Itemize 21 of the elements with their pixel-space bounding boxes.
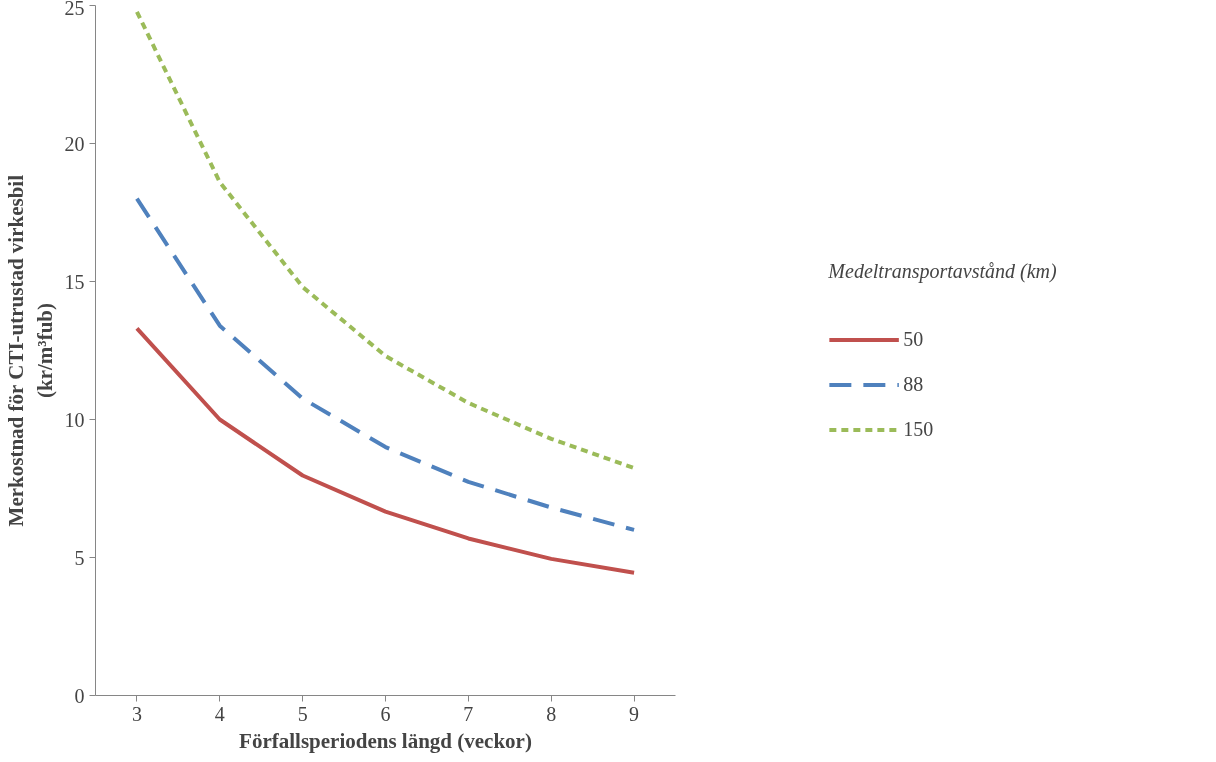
y-tick-label: 5 [74,546,85,569]
y-axis-title: Merkostnad för CTI-utrustad virkesbil (kr/m³fub) [3,174,57,527]
legend-label: 150 [903,417,934,441]
x-tick-label: 6 [380,702,391,725]
y-tick-label: 10 [64,408,85,431]
legend-label: 50 [903,327,924,351]
x-tick-label: 5 [297,702,308,725]
legend-title: Medeltransportavstånd (km) [828,259,1057,283]
x-tick-label: 8 [546,702,557,725]
x-tick-label: 3 [131,702,142,725]
line-series [134,196,637,532]
line-series [134,326,637,575]
x-tick-label: 9 [629,702,640,725]
y-tick-label: 0 [74,684,85,707]
x-axis-title: Förfallsperiodens längd (veckor) [239,728,532,753]
x-tick-label: 7 [463,702,474,725]
y-tick-label: 25 [64,0,85,19]
y-tick-label: 20 [64,132,85,155]
y-tick-label: 15 [64,270,85,293]
legend-label: 88 [903,372,924,396]
x-tick-label: 4 [214,702,225,725]
